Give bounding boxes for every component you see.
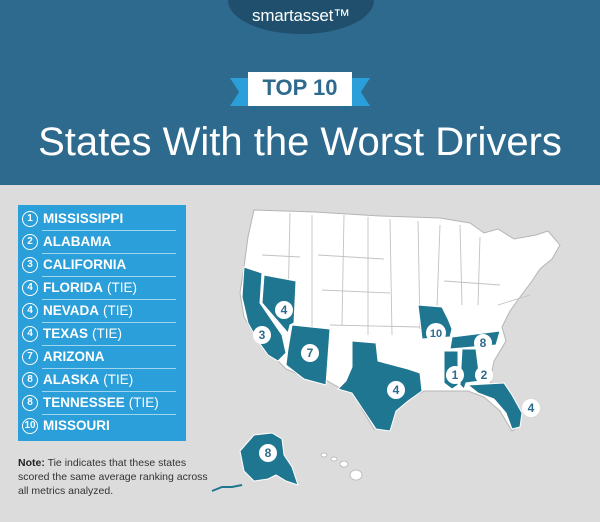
tie-label: (TIE) <box>128 395 159 410</box>
rank-number: 1 <box>22 210 38 227</box>
state-name: FLORIDA <box>43 280 103 295</box>
badge-arizona: 7 <box>301 344 319 362</box>
list-divider <box>42 345 176 346</box>
alaska-islands <box>211 484 243 492</box>
tie-label: (TIE) <box>103 372 134 387</box>
tie-label: (TIE) <box>92 326 123 341</box>
list-divider <box>42 276 176 277</box>
note-text: Tie indicates that these states scored t… <box>18 457 208 497</box>
state-name: ARIZONA <box>43 349 105 364</box>
badge-circle <box>522 399 540 417</box>
brand-logo: smartasset™ <box>252 6 350 25</box>
badge-text: 7 <box>307 346 314 360</box>
list-divider <box>42 253 176 254</box>
badge-circle <box>475 366 493 384</box>
badge-text: 3 <box>259 328 266 342</box>
tie-label: (TIE) <box>107 280 137 295</box>
us-map: 3 4 7 4 10 8 1 2 4 8 <box>211 209 561 492</box>
list-divider <box>42 322 176 323</box>
rank-number: 4 <box>22 279 38 296</box>
state-name: NEVADA <box>43 303 100 318</box>
badge-text: 1 <box>452 368 459 382</box>
badge-alaska: 8 <box>259 444 277 462</box>
rank-number: 3 <box>22 256 38 273</box>
state-alabama <box>459 348 481 390</box>
badge-florida: 4 <box>522 399 540 417</box>
list-item: 8 ALASKA (TIE) <box>22 370 182 389</box>
state-name: ALASKA <box>43 372 100 387</box>
ribbon-fold-left <box>248 104 256 110</box>
list-item: 4 TEXAS (TIE) <box>22 324 182 343</box>
list-item: 8 TENNESSEE (TIE) <box>22 393 182 412</box>
badge-circle <box>474 334 492 352</box>
rank-number: 8 <box>22 371 38 388</box>
badge-text: 8 <box>265 446 272 460</box>
list-item: 4 NEVADA (TIE) <box>22 301 182 320</box>
ranking-list: 1 MISSISSIPPI 2 ALABAMA 3 CALIFORNIA 4 F… <box>18 205 186 441</box>
rank-number: 4 <box>22 302 38 319</box>
rank-number: 2 <box>22 233 38 250</box>
badge-text: 4 <box>528 401 535 415</box>
rank-number: 10 <box>22 417 38 434</box>
list-item: 3 CALIFORNIA <box>22 255 182 274</box>
state-name: MISSOURI <box>43 418 110 433</box>
rank-number: 4 <box>22 325 38 342</box>
badge-texas: 4 <box>387 381 405 399</box>
badge-text: 10 <box>430 328 442 340</box>
badge-mississippi: 1 <box>446 366 464 384</box>
badge-text: 2 <box>481 368 488 382</box>
state-texas <box>337 340 423 432</box>
badge-circle <box>253 326 271 344</box>
list-divider <box>42 414 176 415</box>
state-name: TEXAS <box>43 326 89 341</box>
ribbon-fold-right <box>344 104 352 110</box>
state-name: ALABAMA <box>43 234 112 249</box>
list-divider <box>42 230 176 231</box>
badge-nevada: 4 <box>275 301 293 319</box>
list-item: 7 ARIZONA <box>22 347 182 366</box>
badge-tennessee: 8 <box>474 334 492 352</box>
note-label: Note: <box>18 457 45 469</box>
state-name: CALIFORNIA <box>43 257 127 272</box>
list-divider <box>42 368 176 369</box>
state-florida <box>466 382 523 430</box>
badge-circle <box>259 444 277 462</box>
state-name: TENNESSEE <box>43 395 125 410</box>
tie-label: (TIE) <box>103 303 134 318</box>
list-item: 1 MISSISSIPPI <box>22 209 182 228</box>
badge-text: 4 <box>393 383 400 397</box>
state-borders <box>261 212 531 337</box>
badge-missouri: 10 <box>426 323 446 343</box>
badge-text: 8 <box>480 336 487 350</box>
page-title: States With the Worst Drivers <box>38 120 562 164</box>
state-name: MISSISSIPPI <box>43 211 124 226</box>
list-item: 2 ALABAMA <box>22 232 182 251</box>
badge-circle <box>446 366 464 384</box>
list-divider <box>42 299 176 300</box>
top10-label: TOP 10 <box>262 75 338 100</box>
badge-circle <box>301 344 319 362</box>
state-california <box>241 266 287 362</box>
footnote: Note: Tie indicates that these states sc… <box>18 456 218 498</box>
top10-ribbon <box>248 72 352 106</box>
badge-circle <box>275 301 293 319</box>
header-banner: smartasset™ TOP 10 States With the Worst… <box>0 0 600 185</box>
list-divider <box>42 391 176 392</box>
rank-number: 8 <box>22 394 38 411</box>
badge-circle <box>426 323 446 343</box>
list-item: 4 FLORIDA (TIE) <box>22 278 182 297</box>
badge-circle <box>387 381 405 399</box>
badge-california: 3 <box>253 326 271 344</box>
state-hawaii <box>320 452 363 481</box>
badge-alabama: 2 <box>475 366 493 384</box>
badge-text: 4 <box>281 303 288 317</box>
rank-number: 7 <box>22 348 38 365</box>
list-item: 10 MISSOURI <box>22 416 182 435</box>
